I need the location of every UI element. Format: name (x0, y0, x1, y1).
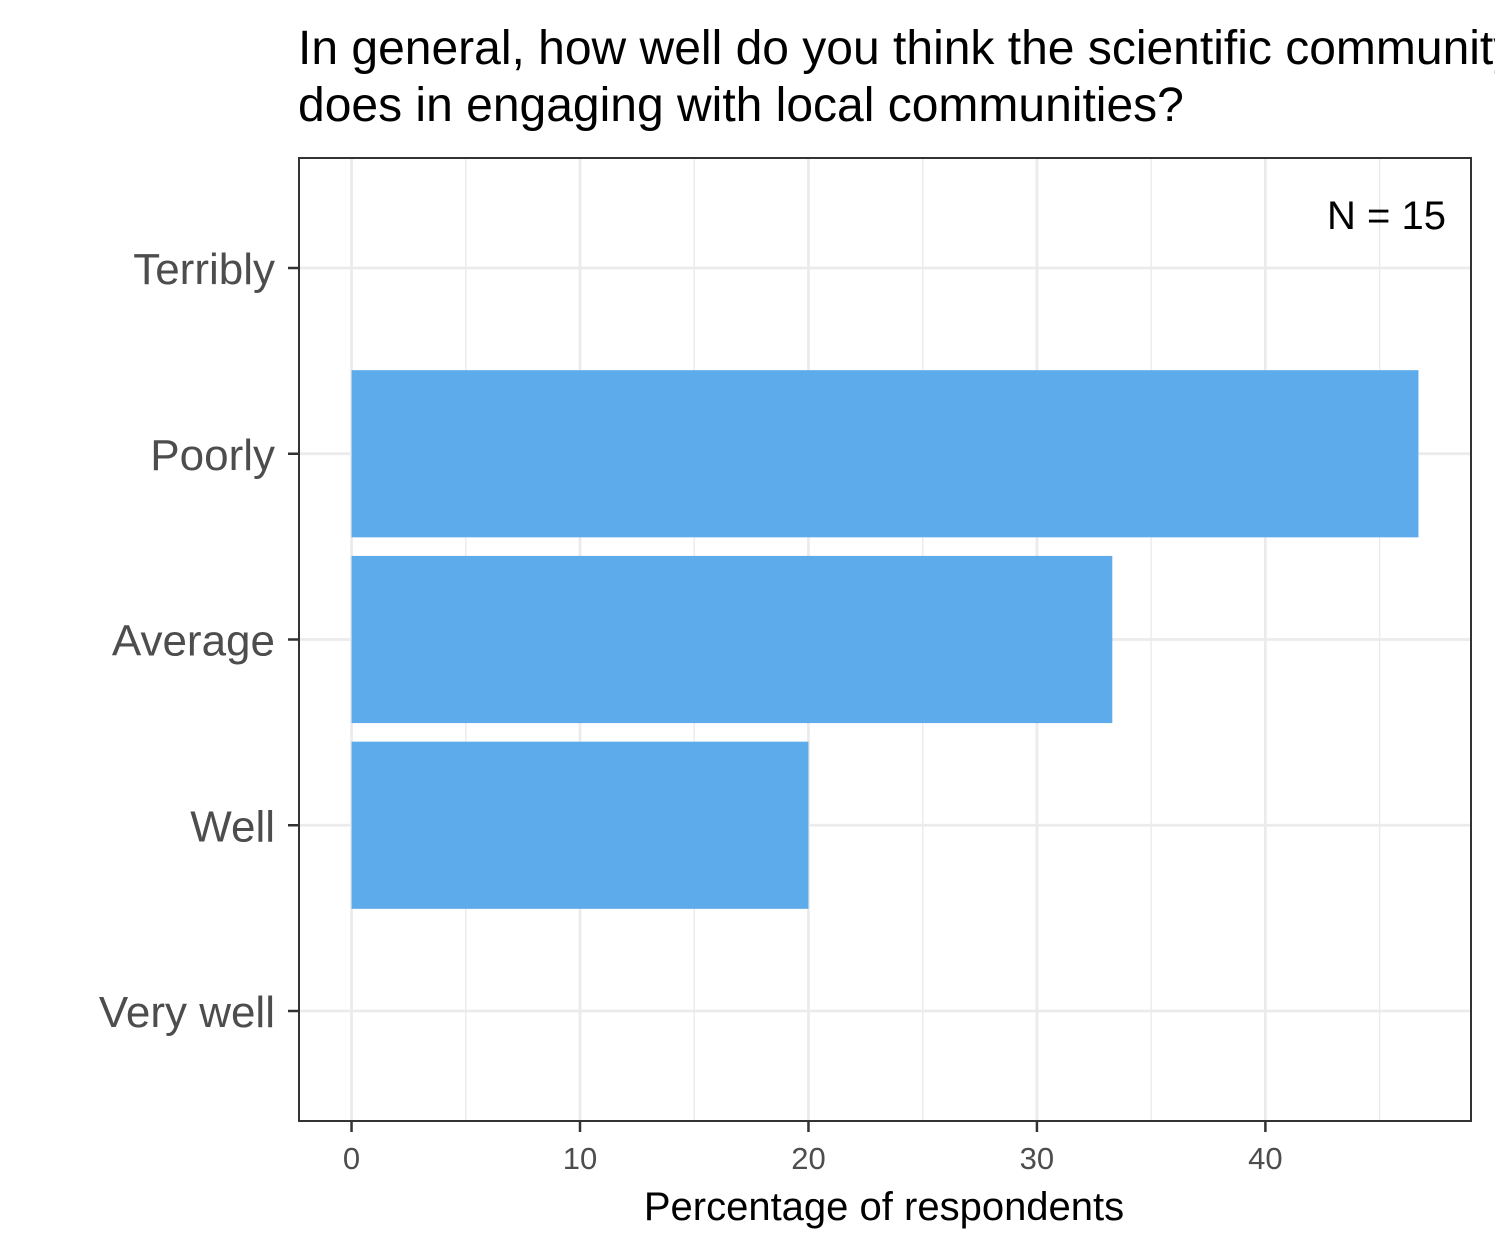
x-tick-label: 40 (1248, 1141, 1282, 1176)
x-axis-title: Percentage of respondents (644, 1185, 1124, 1229)
bars (351, 370, 1419, 909)
chart-title-line-1: In general, how well do you think the sc… (298, 22, 1495, 75)
x-axis: 0 10 20 30 40 (343, 1121, 1283, 1176)
y-tick-label: Very well (99, 988, 275, 1037)
y-tick-label: Terribly (133, 245, 275, 294)
y-axis: Terribly Poorly Average Well Very well (99, 245, 299, 1037)
chart-title-line-2: does in engaging with local communities? (298, 79, 1184, 132)
x-tick-label: 30 (1020, 1141, 1054, 1176)
bar-poorly (351, 370, 1419, 538)
y-tick-label: Average (112, 617, 275, 666)
x-tick-label: 20 (791, 1141, 825, 1176)
y-tick-label: Poorly (150, 431, 275, 480)
y-tick-label: Well (190, 802, 275, 851)
bar-well (351, 741, 809, 909)
x-tick-label: 0 (343, 1141, 360, 1176)
bar-average (351, 555, 1113, 724)
x-tick-label: 10 (563, 1141, 597, 1176)
n-annotation: N = 15 (1327, 194, 1446, 238)
